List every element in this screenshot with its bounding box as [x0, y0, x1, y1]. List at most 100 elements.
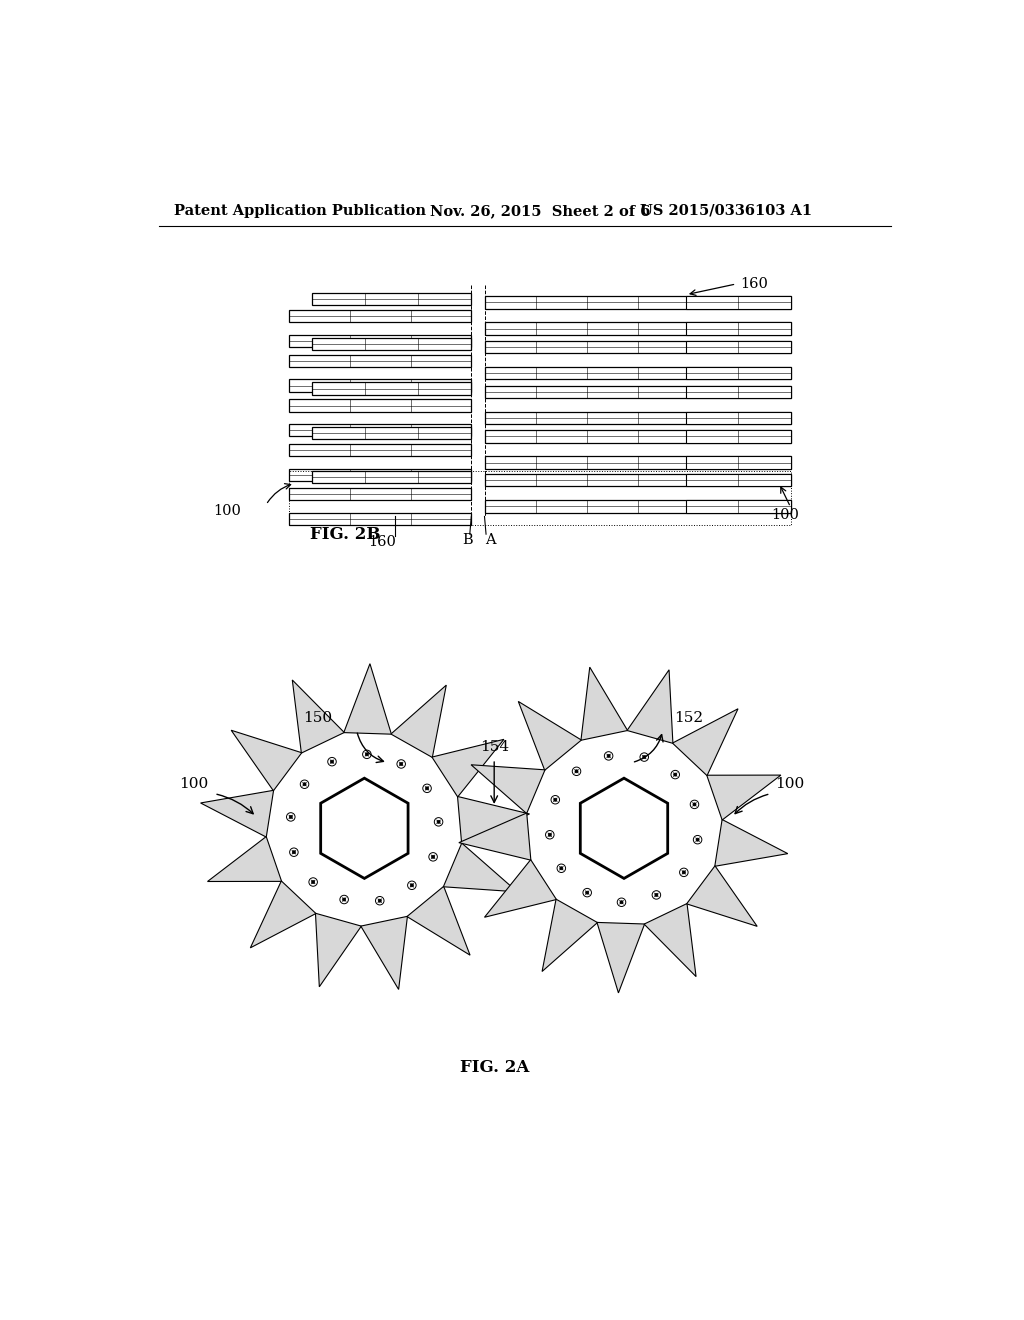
Bar [484, 322, 791, 335]
Circle shape [574, 770, 579, 772]
Circle shape [366, 752, 369, 756]
Bar [312, 338, 471, 350]
Bar [289, 444, 471, 457]
Bar [289, 379, 471, 392]
Text: 100: 100 [771, 508, 799, 521]
Bar [686, 385, 791, 397]
Text: 100: 100 [213, 504, 241, 517]
Circle shape [693, 803, 696, 807]
Bar [312, 471, 471, 483]
Text: 150: 150 [303, 711, 333, 726]
Circle shape [437, 820, 440, 824]
Text: 100: 100 [179, 776, 209, 791]
Polygon shape [687, 866, 757, 927]
Bar [686, 474, 791, 487]
Circle shape [289, 816, 292, 818]
Bar [484, 474, 791, 487]
Bar [289, 471, 791, 525]
Bar [289, 310, 471, 322]
Polygon shape [231, 730, 302, 791]
Bar [686, 430, 791, 442]
Circle shape [643, 755, 646, 759]
Text: 160: 160 [369, 535, 396, 549]
Circle shape [292, 850, 296, 854]
Text: FIG. 2A: FIG. 2A [460, 1059, 528, 1076]
Bar [686, 500, 791, 512]
Text: B: B [462, 533, 473, 548]
Polygon shape [292, 680, 344, 754]
Circle shape [586, 891, 589, 894]
Circle shape [245, 709, 484, 948]
Polygon shape [673, 709, 738, 776]
Polygon shape [315, 913, 361, 987]
Text: FIG. 2B: FIG. 2B [310, 525, 381, 543]
Bar [686, 341, 791, 354]
Polygon shape [391, 685, 446, 758]
Circle shape [620, 900, 623, 904]
Polygon shape [344, 664, 391, 734]
Bar [686, 457, 791, 469]
Polygon shape [707, 775, 781, 820]
Bar [484, 457, 791, 469]
Bar [686, 367, 791, 379]
Polygon shape [581, 779, 668, 878]
Bar [484, 341, 791, 354]
Polygon shape [321, 779, 409, 878]
Bar [289, 400, 471, 412]
Bar [484, 430, 791, 442]
Bar [484, 500, 791, 512]
Text: Nov. 26, 2015  Sheet 2 of 6: Nov. 26, 2015 Sheet 2 of 6 [430, 203, 650, 218]
Circle shape [696, 838, 699, 841]
Circle shape [607, 754, 610, 758]
Polygon shape [459, 813, 530, 861]
Circle shape [343, 898, 346, 902]
Text: US 2015/0336103 A1: US 2015/0336103 A1 [640, 203, 812, 218]
Text: Patent Application Publication: Patent Application Publication [174, 203, 427, 218]
Bar [484, 412, 791, 424]
Circle shape [504, 709, 744, 948]
Text: 152: 152 [675, 711, 703, 726]
Polygon shape [518, 701, 582, 771]
Circle shape [431, 855, 434, 858]
Circle shape [426, 787, 429, 789]
Circle shape [554, 799, 557, 801]
Bar [289, 469, 471, 480]
Bar [312, 428, 471, 440]
Text: 100: 100 [775, 776, 805, 791]
Circle shape [682, 871, 685, 874]
Circle shape [311, 880, 314, 883]
Bar [686, 322, 791, 335]
Bar [289, 424, 471, 437]
Bar [289, 355, 471, 367]
Bar [289, 335, 471, 347]
Circle shape [654, 894, 658, 896]
Polygon shape [542, 899, 597, 972]
Polygon shape [581, 667, 628, 741]
Polygon shape [484, 859, 556, 917]
Polygon shape [627, 669, 673, 743]
Bar [686, 296, 791, 309]
Circle shape [674, 774, 677, 776]
Polygon shape [201, 791, 273, 837]
Bar [312, 383, 471, 395]
Polygon shape [407, 886, 470, 956]
Polygon shape [458, 796, 529, 843]
Text: 160: 160 [740, 277, 768, 290]
Polygon shape [250, 880, 316, 948]
Bar [484, 296, 791, 309]
Text: 154: 154 [479, 741, 509, 754]
Circle shape [303, 783, 306, 785]
Polygon shape [360, 916, 408, 990]
Circle shape [331, 760, 334, 763]
Polygon shape [597, 923, 645, 993]
Circle shape [378, 899, 381, 903]
Circle shape [548, 833, 551, 837]
Polygon shape [715, 820, 787, 866]
Circle shape [411, 884, 414, 887]
Bar [484, 367, 791, 379]
Bar [686, 412, 791, 424]
Bar [289, 512, 471, 525]
Polygon shape [471, 764, 545, 813]
Polygon shape [432, 739, 504, 797]
Circle shape [399, 763, 402, 766]
